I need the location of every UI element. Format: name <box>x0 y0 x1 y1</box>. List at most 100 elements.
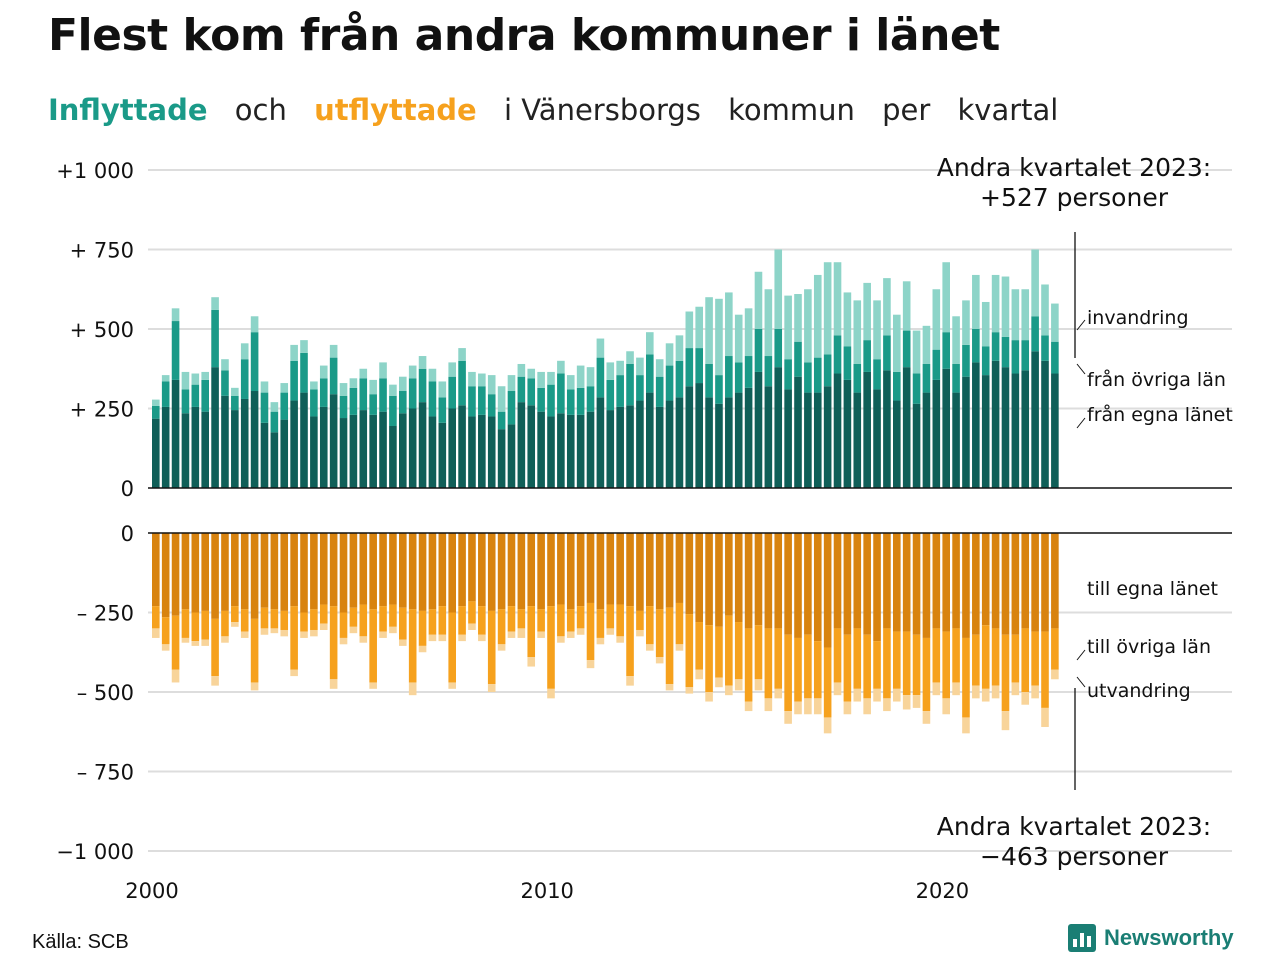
bar-out-own <box>1031 533 1039 632</box>
bar-out-own <box>290 533 298 607</box>
bar-in-abroad <box>181 371 190 390</box>
y-tick-label-bottom: – 250 <box>77 602 134 626</box>
bar-in-own <box>260 422 269 488</box>
leader-invandring <box>1076 319 1086 331</box>
label-till-ovriga-lan: till övriga län <box>1087 636 1211 658</box>
bar-in-abroad <box>804 289 812 363</box>
bar-out-other <box>438 606 447 635</box>
bar-in-other <box>695 348 703 384</box>
bar-out-abroad <box>1031 685 1039 699</box>
bar-in-other <box>675 360 684 398</box>
bar-out-own <box>962 533 970 638</box>
bar-in-abroad <box>507 375 516 392</box>
bar-out-other <box>1031 631 1039 686</box>
bar-in-own <box>981 375 990 488</box>
bar-in-other <box>1021 340 1030 371</box>
bar-in-abroad <box>557 360 565 374</box>
bar-out-abroad <box>408 682 417 696</box>
bar-in-own <box>893 400 901 488</box>
bar-in-own <box>646 392 654 488</box>
bar-out-abroad <box>784 711 792 724</box>
bar-out-own <box>932 533 941 629</box>
bar-out-other <box>211 618 219 677</box>
bar-in-abroad <box>399 376 407 392</box>
bar-in-other <box>626 363 634 406</box>
bar-in-other <box>389 395 397 426</box>
bar-in-abroad <box>596 338 605 358</box>
bar-in-other <box>932 349 941 380</box>
bar-out-own <box>606 533 615 605</box>
bar-out-abroad <box>843 701 852 715</box>
bar-out-other <box>359 604 368 637</box>
bar-out-abroad <box>675 644 684 651</box>
bar-in-own <box>586 411 595 488</box>
bar-in-own <box>1041 360 1049 488</box>
bar-out-own <box>557 533 565 605</box>
bar-out-other <box>300 612 308 632</box>
bar-out-other <box>231 606 239 623</box>
bar-out-abroad <box>715 677 723 688</box>
bar-in-abroad <box>636 357 644 376</box>
bar-in-other <box>665 365 674 401</box>
bar-in-own <box>231 410 239 488</box>
bar-out-own <box>487 533 496 611</box>
bar-in-other <box>1001 336 1010 368</box>
bar-out-other <box>310 609 318 630</box>
bar-in-other <box>547 384 555 417</box>
bar-out-abroad <box>962 717 970 734</box>
bar-in-other <box>606 379 615 411</box>
bar-in-other <box>310 389 318 417</box>
label-till-egna-lanet: till egna länet <box>1087 578 1218 600</box>
bar-in-abroad <box>675 335 684 361</box>
bar-in-own <box>863 371 871 488</box>
bar-in-other <box>201 379 209 412</box>
bar-in-other <box>240 359 249 399</box>
bar-in-abroad <box>310 381 318 390</box>
bar-out-abroad <box>576 628 585 635</box>
bar-out-own <box>596 533 605 610</box>
bar-out-own <box>408 533 417 610</box>
bar-in-own <box>369 414 377 488</box>
bar-out-abroad <box>596 637 605 645</box>
bar-out-abroad <box>705 692 713 702</box>
bar-out-abroad <box>863 698 871 715</box>
bar-in-abroad <box>665 343 674 366</box>
bar-out-abroad <box>240 631 249 638</box>
bar-in-own <box>932 379 941 488</box>
bar-in-other <box>774 329 783 368</box>
bar-in-other <box>744 356 753 388</box>
bar-out-other <box>636 610 644 630</box>
bar-out-abroad <box>290 669 298 677</box>
bar-out-other <box>399 607 407 640</box>
bar-out-own <box>152 533 160 607</box>
bar-out-own <box>1011 533 1020 635</box>
bar-in-abroad <box>833 262 842 336</box>
bar-in-own <box>448 408 456 488</box>
bar-out-other <box>596 609 605 638</box>
bar-in-other <box>428 381 437 417</box>
bar-out-other <box>1041 631 1049 708</box>
bar-out-abroad <box>319 623 328 630</box>
bar-out-abroad <box>725 685 733 696</box>
bar-out-abroad <box>972 685 980 699</box>
bar-in-own <box>952 392 960 488</box>
bar-out-other <box>794 637 802 702</box>
bar-out-other <box>547 606 555 689</box>
leader-fran-egna-lanet <box>1076 417 1086 429</box>
bar-out-abroad <box>270 628 279 634</box>
bar-in-other <box>468 386 476 417</box>
bar-in-own <box>902 367 911 488</box>
bar-in-other <box>586 386 595 412</box>
bar-out-own <box>438 533 447 607</box>
bar-out-other <box>240 609 249 632</box>
bar-in-own <box>705 397 713 488</box>
bar-out-abroad <box>191 641 200 646</box>
bar-in-abroad <box>764 289 773 357</box>
bar-in-abroad <box>1021 289 1030 341</box>
bar-out-abroad <box>922 711 931 724</box>
bar-in-other <box>725 356 733 398</box>
bar-out-abroad <box>497 644 506 651</box>
bar-in-abroad <box>744 308 753 357</box>
bar-out-abroad <box>171 669 180 683</box>
bar-in-other <box>250 332 259 392</box>
